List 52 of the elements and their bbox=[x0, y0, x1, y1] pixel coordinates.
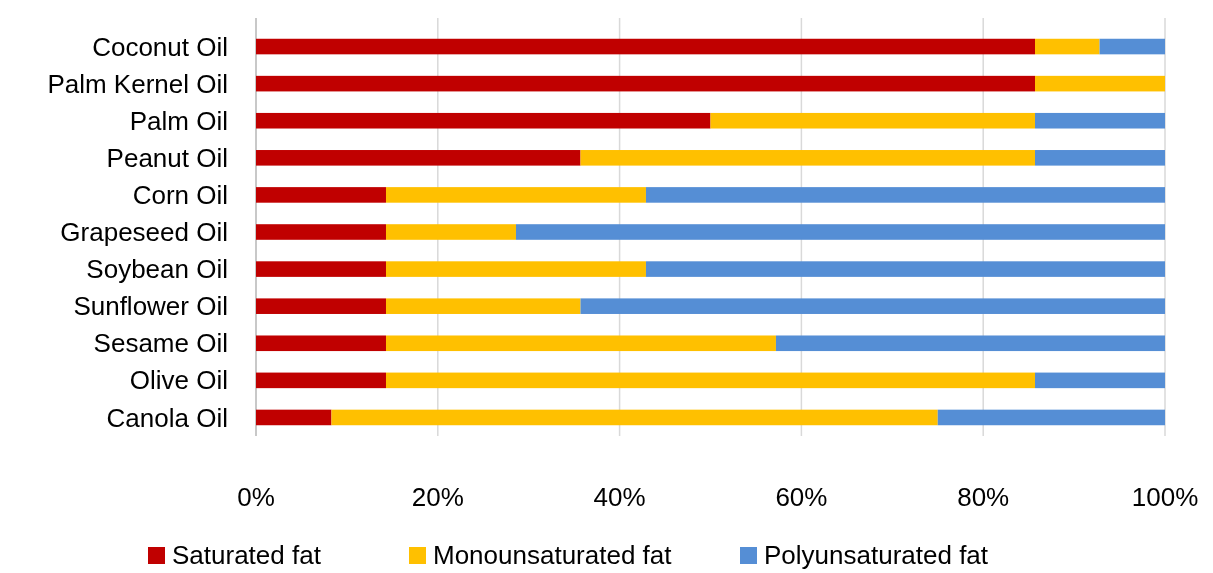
bar bbox=[385, 224, 516, 240]
bar bbox=[256, 372, 386, 389]
y-tick-label: Coconut Oil bbox=[92, 31, 228, 62]
x-tick-label: 60% bbox=[775, 482, 828, 513]
x-tick-label: 100% bbox=[1131, 482, 1199, 513]
bar bbox=[385, 335, 776, 352]
bar bbox=[1035, 38, 1100, 55]
bar bbox=[256, 261, 386, 277]
bar bbox=[1099, 38, 1165, 55]
y-tick-label: Soybean Oil bbox=[86, 254, 228, 285]
bar bbox=[1035, 75, 1165, 92]
bar bbox=[385, 187, 646, 203]
bar bbox=[937, 409, 1165, 426]
bar bbox=[645, 187, 1165, 203]
bar bbox=[331, 409, 938, 426]
bar bbox=[1035, 150, 1165, 166]
y-tick-label: Sunflower Oil bbox=[73, 291, 228, 322]
bar bbox=[775, 335, 1165, 352]
y-tick-label: Sesame Oil bbox=[93, 328, 228, 359]
bar bbox=[256, 335, 386, 352]
x-tick-label: 80% bbox=[957, 482, 1010, 513]
bar bbox=[256, 298, 386, 314]
bar bbox=[515, 224, 1165, 240]
bar bbox=[385, 261, 646, 277]
bar bbox=[1035, 372, 1165, 389]
bar bbox=[256, 187, 386, 203]
bar bbox=[710, 112, 1036, 129]
bar bbox=[256, 38, 1036, 55]
y-tick-label: Palm Oil bbox=[129, 105, 228, 136]
y-tick-label: Peanut Oil bbox=[106, 142, 228, 173]
x-tick-label: 0% bbox=[237, 482, 275, 513]
y-tick-label: Grapeseed Oil bbox=[60, 217, 228, 248]
bar bbox=[580, 298, 1165, 314]
legend-label: Saturated fat bbox=[172, 540, 322, 571]
y-tick-label: Palm Kernel Oil bbox=[47, 68, 228, 99]
x-tick-label: 40% bbox=[593, 482, 646, 513]
legend-label: Polyunsaturated fat bbox=[764, 540, 989, 571]
bar bbox=[256, 224, 386, 240]
y-tick-label: Corn Oil bbox=[132, 180, 228, 211]
bar bbox=[580, 150, 1036, 166]
y-tick-label: Canola Oil bbox=[106, 402, 228, 433]
x-tick-label: 20% bbox=[411, 482, 464, 513]
bar bbox=[645, 261, 1165, 277]
bar bbox=[385, 372, 1036, 389]
legend-label: Monounsaturated fat bbox=[433, 540, 673, 571]
bar bbox=[256, 112, 711, 129]
bar bbox=[256, 75, 1036, 92]
bar bbox=[1035, 112, 1165, 129]
bar bbox=[256, 409, 332, 426]
y-tick-label: Olive Oil bbox=[129, 365, 228, 396]
bar bbox=[256, 150, 581, 166]
bar bbox=[385, 298, 581, 314]
